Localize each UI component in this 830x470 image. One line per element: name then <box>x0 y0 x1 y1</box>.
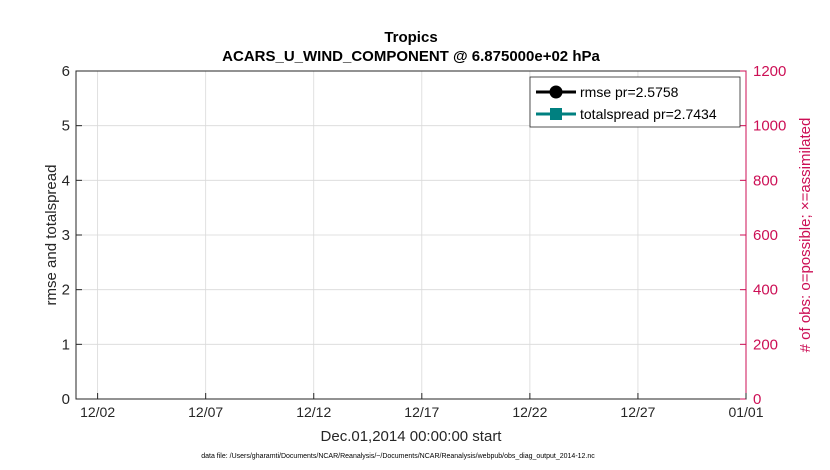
legend-totalspread-marker <box>550 108 562 120</box>
y2-axis-label: # of obs: o=possible; ×=assimilated <box>797 118 814 353</box>
x-tick-label: 01/01 <box>728 404 763 420</box>
y2-tick-label: 200 <box>753 336 778 353</box>
legend-totalspread-label: totalspread pr=2.7434 <box>580 106 717 122</box>
y2-tick-label: 1200 <box>753 63 786 80</box>
y-tick-label: 5 <box>62 118 70 135</box>
y-axis-label: rmse and totalspread <box>43 165 60 306</box>
x-tick-label: 12/07 <box>188 404 223 420</box>
y-tick-label: 6 <box>62 63 70 80</box>
legend-rmse-label: rmse pr=2.5758 <box>580 84 679 100</box>
x-tick-label: 12/17 <box>404 404 439 420</box>
chart-subtitle: ACARS_U_WIND_COMPONENT @ 6.875000e+02 hP… <box>222 48 600 65</box>
legend-box <box>529 76 741 128</box>
y-tick-label: 3 <box>62 227 70 244</box>
x-tick-label: 12/27 <box>620 404 655 420</box>
left-axis-ticks: 0 1 2 3 4 5 6 <box>62 63 82 408</box>
chart-title: Tropics <box>384 29 437 46</box>
y2-tick-label: 0 <box>753 391 761 408</box>
right-axis-ticks: 0 200 400 600 800 1000 1200 <box>740 63 786 408</box>
y-tick-label: 2 <box>62 282 70 299</box>
data-file-footnote: data file: /Users/gharamti/Documents/NCA… <box>201 453 595 460</box>
x-axis-label: Dec.01,2014 00:00:00 start <box>321 428 503 445</box>
x-tick-label: 12/12 <box>296 404 331 420</box>
y-tick-label: 1 <box>62 336 70 353</box>
y-tick-label: 4 <box>62 172 70 189</box>
y2-tick-label: 400 <box>753 282 778 299</box>
x-tick-label: 12/02 <box>80 404 115 420</box>
y2-tick-label: 600 <box>753 227 778 244</box>
x-axis-ticks: 12/02 12/07 12/12 12/17 12/22 12/27 01/01 <box>80 393 764 420</box>
y-tick-label: 0 <box>62 391 70 408</box>
y2-tick-label: 1000 <box>753 118 786 135</box>
x-tick-label: 12/22 <box>512 404 547 420</box>
legend-rmse-marker <box>549 85 563 99</box>
legend: rmse pr=2.5758 totalspread pr=2.7434 <box>529 76 741 128</box>
y2-tick-label: 800 <box>753 172 778 189</box>
